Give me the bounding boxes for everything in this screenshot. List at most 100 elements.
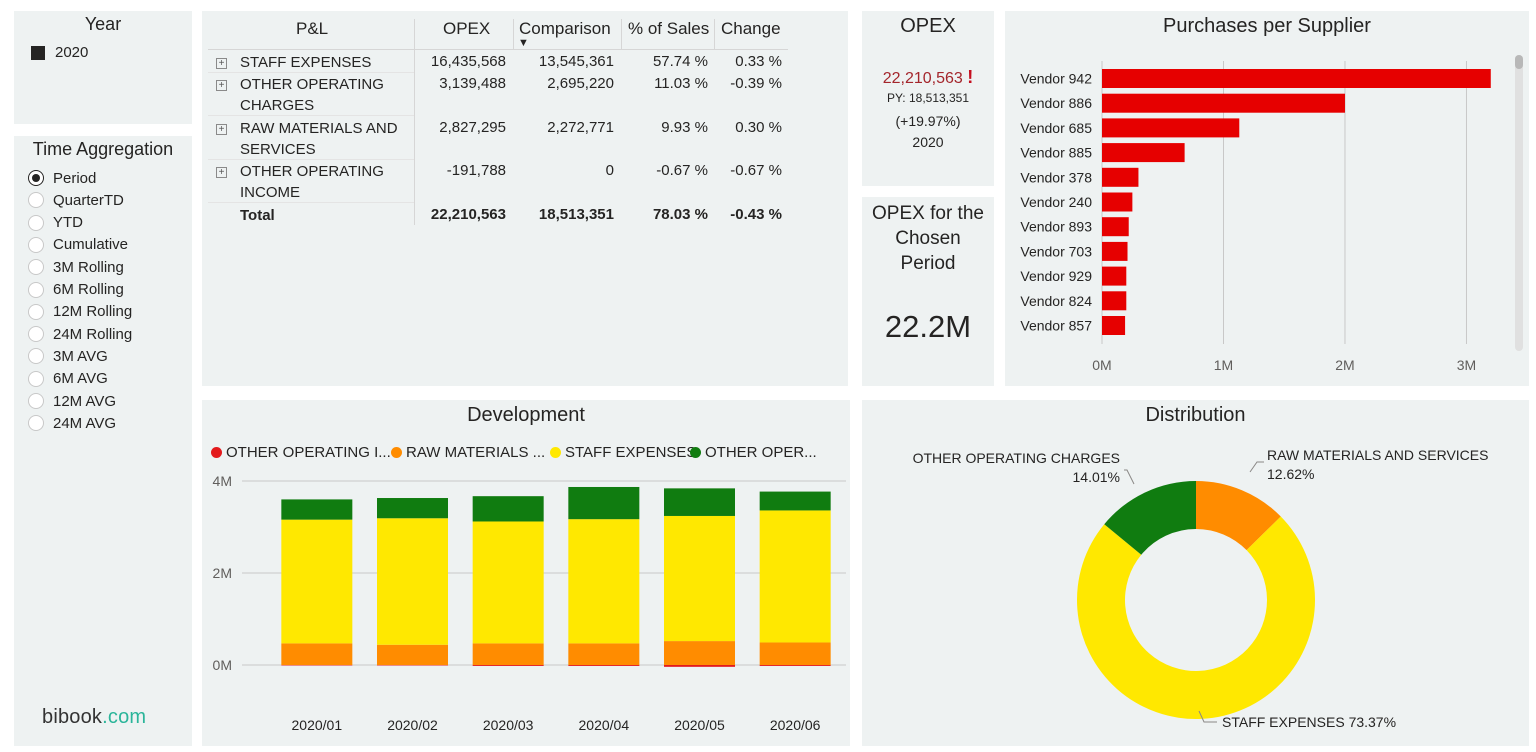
supplier-bar[interactable]: [1102, 143, 1185, 163]
opex-card-year: 2020: [912, 134, 944, 150]
column-header-opex[interactable]: OPEX: [443, 19, 491, 38]
opex-period-card: OPEX for the Chosen Period 22.2M: [862, 197, 994, 386]
y-tick-label: 0M: [213, 657, 232, 673]
radio-unselected-icon[interactable]: [28, 415, 44, 432]
radio-unselected-icon[interactable]: [28, 326, 44, 343]
supplier-bar[interactable]: [1102, 266, 1127, 286]
cell-opex: 3,139,488: [439, 75, 506, 92]
stacked-bar-segment[interactable]: [664, 641, 735, 665]
radio-unselected-icon[interactable]: [28, 214, 44, 231]
expand-plus-icon[interactable]: +: [216, 58, 227, 69]
stacked-bar-segment[interactable]: [759, 642, 831, 665]
radio-option[interactable]: 3M Rolling: [28, 256, 124, 278]
radio-option[interactable]: 24M AVG: [28, 412, 116, 434]
y-category-label: Vendor 240: [1020, 194, 1092, 210]
x-tick-label: 2M: [1335, 357, 1354, 373]
radio-option[interactable]: 6M AVG: [28, 368, 108, 390]
stacked-bar-segment[interactable]: [568, 486, 640, 520]
expand-plus-icon[interactable]: +: [216, 80, 227, 91]
opex-period-value: 22.2M: [884, 309, 972, 344]
chart-title: Distribution: [1145, 404, 1246, 426]
sort-descending-icon[interactable]: ▼: [518, 37, 529, 49]
radio-option[interactable]: 12M AVG: [28, 390, 116, 412]
stacked-bar-segment[interactable]: [377, 644, 448, 665]
legend-item[interactable]: STAFF EXPENSES: [550, 444, 696, 461]
cell-change: 0.30 %: [735, 119, 782, 136]
stacked-bar-segment[interactable]: [568, 643, 640, 665]
donut-slice[interactable]: [1077, 516, 1315, 719]
row-divider: [208, 72, 414, 73]
cell-change: -0.39 %: [730, 75, 782, 92]
stacked-bar-segment[interactable]: [664, 488, 735, 516]
stacked-bar-segment[interactable]: [472, 665, 544, 666]
stacked-bar-segment[interactable]: [472, 496, 544, 522]
donut-slice[interactable]: [1196, 481, 1281, 551]
slice-label: STAFF EXPENSES 73.37%: [1222, 714, 1396, 730]
radio-option[interactable]: YTD: [28, 212, 83, 234]
radio-unselected-icon[interactable]: [28, 303, 44, 320]
supplier-bar[interactable]: [1102, 217, 1129, 237]
column-header-pct-sales[interactable]: % of Sales: [628, 19, 710, 38]
stacked-bar-segment[interactable]: [664, 665, 735, 667]
column-header-comparison[interactable]: Comparison: [519, 19, 611, 38]
stacked-bar-segment[interactable]: [281, 519, 353, 644]
radio-unselected-icon[interactable]: [28, 236, 44, 253]
x-tick-label: 2020/02: [387, 717, 438, 733]
column-header-change[interactable]: Change: [721, 19, 781, 38]
supplier-bar[interactable]: [1102, 167, 1139, 187]
stacked-bar-segment[interactable]: [472, 643, 544, 665]
stacked-bar-segment[interactable]: [281, 499, 353, 520]
column-header-pl[interactable]: P&L: [296, 19, 329, 38]
stacked-bar-segment[interactable]: [664, 515, 735, 642]
expand-plus-icon[interactable]: +: [216, 167, 227, 178]
supplier-bar[interactable]: [1102, 192, 1133, 212]
radio-unselected-icon[interactable]: [28, 393, 44, 409]
radio-option[interactable]: 6M Rolling: [28, 279, 124, 301]
supplier-bar[interactable]: [1102, 69, 1491, 88]
scrollbar-track[interactable]: [1515, 55, 1523, 351]
radio-option[interactable]: 12M Rolling: [28, 301, 132, 323]
year-item-2020[interactable]: 2020: [31, 44, 131, 64]
supplier-bar[interactable]: [1102, 241, 1128, 261]
radio-option[interactable]: Cumulative: [28, 234, 128, 256]
stacked-bar-segment[interactable]: [377, 498, 448, 519]
radio-option[interactable]: QuarterTD: [28, 189, 124, 211]
stacked-bar-segment[interactable]: [281, 643, 353, 665]
radio-unselected-icon[interactable]: [28, 348, 44, 365]
radio-option[interactable]: 24M Rolling: [28, 323, 132, 345]
legend-item[interactable]: OTHER OPERATING I...: [211, 444, 391, 461]
x-tick-label: 2020/06: [770, 717, 821, 733]
y-category-label: Vendor 378: [1020, 169, 1092, 185]
stacked-bar-segment[interactable]: [759, 510, 831, 643]
stacked-bar-segment[interactable]: [759, 491, 831, 511]
radio-unselected-icon[interactable]: [28, 370, 44, 387]
checkbox-checked-icon[interactable]: [31, 46, 45, 60]
supplier-bar[interactable]: [1102, 93, 1345, 113]
donut-slice[interactable]: [1104, 481, 1196, 555]
stacked-bar-segment[interactable]: [377, 518, 448, 645]
development-stacked-chart: 4M 2M 0M 2020/01 2020/02 2020/03 2020/04 2020/0…: [213, 473, 846, 733]
stacked-bar-segment[interactable]: [472, 521, 544, 644]
opex-card-value-line: 22,210,563 !: [862, 67, 994, 88]
expand-plus-icon[interactable]: +: [216, 124, 227, 135]
stacked-bar-segment[interactable]: [759, 665, 831, 666]
stacked-bar-segment[interactable]: [568, 665, 640, 666]
radio-unselected-icon[interactable]: [28, 259, 44, 276]
legend-item[interactable]: OTHER OPER...: [690, 444, 817, 461]
radio-option[interactable]: 3M AVG: [28, 345, 108, 367]
stacked-bar-segment[interactable]: [568, 519, 640, 644]
x-tick-label: 2020/04: [579, 717, 630, 733]
legend-item[interactable]: RAW MATERIALS ...: [391, 444, 545, 461]
radio-option-label: 12M AVG: [53, 392, 117, 410]
radio-option-label: YTD: [53, 214, 83, 232]
y-category-label: Vendor 824: [1020, 293, 1092, 309]
y-category-label: Vendor 893: [1020, 219, 1092, 235]
scrollbar-thumb[interactable]: [1515, 55, 1523, 69]
supplier-bar[interactable]: [1102, 118, 1240, 138]
radio-selected-icon[interactable]: [28, 170, 44, 186]
radio-unselected-icon[interactable]: [28, 281, 44, 298]
radio-unselected-icon[interactable]: [28, 192, 44, 209]
radio-option[interactable]: Period: [28, 167, 96, 189]
supplier-bar[interactable]: [1102, 291, 1127, 311]
supplier-bar[interactable]: [1102, 316, 1126, 335]
